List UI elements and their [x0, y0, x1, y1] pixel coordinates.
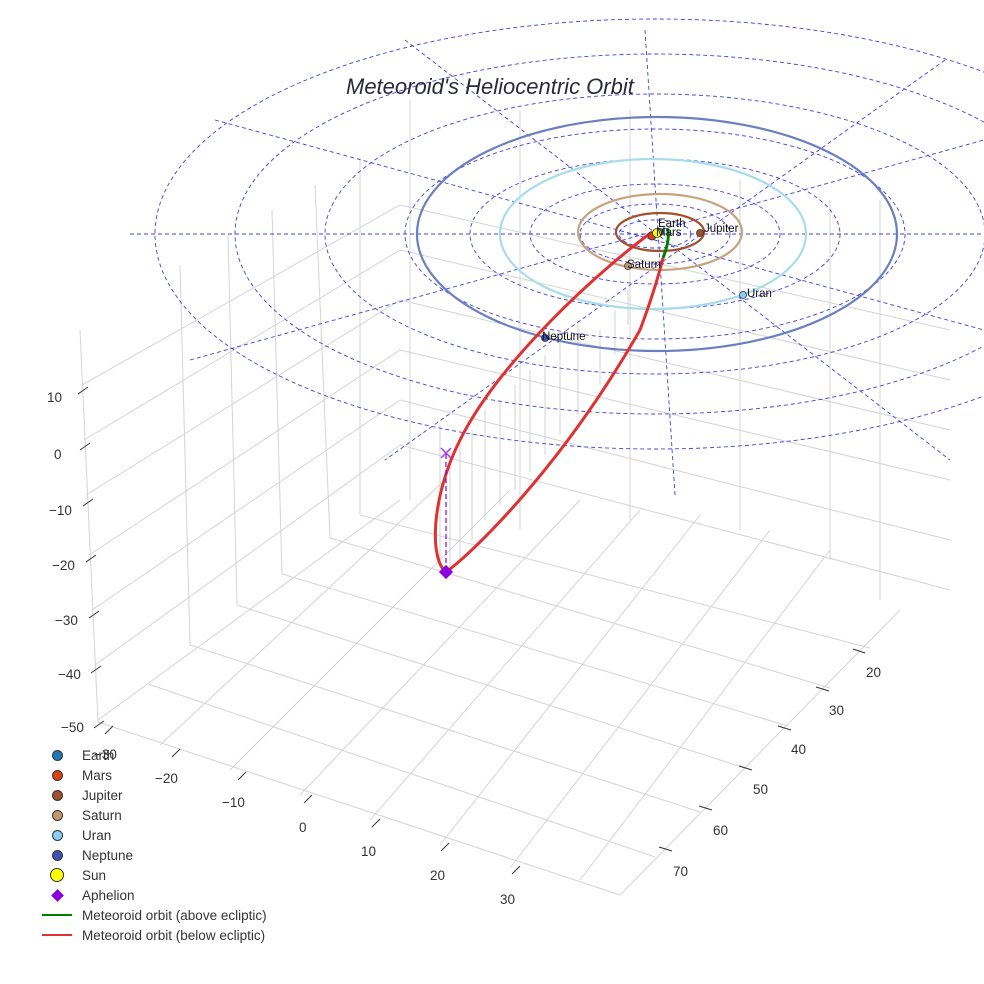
uran-label: Uran: [747, 288, 772, 300]
sun-legend-icon: [50, 868, 64, 882]
legend-label: Meteoroid orbit (above ecliptic): [82, 907, 267, 923]
legend-item-earth[interactable]: Earth: [40, 745, 267, 765]
aphelion-legend-icon: [50, 888, 64, 902]
x-tick: 10: [361, 844, 377, 859]
x-tick: 20: [430, 868, 446, 883]
legend-label: Mars: [82, 767, 112, 783]
y-tick: 20: [866, 665, 882, 680]
legend-label: Jupiter: [82, 787, 123, 803]
neptune-marker-icon: [541, 334, 549, 342]
earth-label: Earth: [658, 218, 686, 230]
legend-label: Saturn: [82, 807, 122, 823]
x-tick: 0: [299, 820, 307, 835]
x-tick: 30: [500, 892, 516, 907]
legend-item-orbit-below[interactable]: Meteoroid orbit (below ecliptic): [40, 925, 267, 945]
aphelion-projection-x-icon: [440, 447, 452, 459]
neptune-legend-icon: [51, 849, 63, 861]
aphelion-marker-icon: [438, 564, 454, 580]
legend-label: Meteoroid orbit (below ecliptic): [82, 927, 266, 943]
x-tick: −20: [155, 771, 178, 786]
z-tick: 0: [54, 447, 62, 462]
z-tick: 10: [47, 390, 63, 405]
jupiter-orbit: [614, 211, 706, 253]
planet-markers: [541, 228, 747, 342]
legend-label: Sun: [82, 867, 107, 883]
red-line-legend-icon: [42, 934, 72, 936]
z-tick: −10: [49, 503, 72, 518]
chart-title: Meteoroid's Heliocentric Orbit: [346, 74, 634, 99]
y-tick: 70: [673, 864, 689, 879]
y-tick: 60: [713, 823, 729, 838]
meteoroid-orbit-above: [661, 227, 670, 259]
planet-orbits: [415, 115, 899, 353]
neptune-label: Neptune: [542, 331, 586, 343]
jupiter-marker-icon: [696, 229, 704, 237]
green-line-legend-icon: [42, 914, 72, 916]
legend-item-sun[interactable]: Sun: [40, 865, 267, 885]
earth-legend-icon: [51, 749, 63, 761]
x-tick: −10: [222, 795, 245, 810]
z-axis-ticks: [77, 386, 105, 729]
y-axis-ticks: [658, 648, 866, 852]
y-tick: 30: [829, 703, 845, 718]
x-tick: −30: [94, 747, 117, 762]
legend-label: Earth: [82, 747, 115, 763]
legend-item-uran[interactable]: Uran: [40, 825, 267, 845]
sun-marker-icon: [652, 228, 662, 238]
uran-orbit: [498, 157, 808, 311]
z-tick: −20: [52, 558, 75, 573]
z-tick: −30: [55, 613, 78, 628]
legend-item-aphelion[interactable]: Aphelion: [40, 885, 267, 905]
axis-grid: [79, 100, 951, 896]
saturn-label: Saturn: [627, 259, 661, 271]
legend-item-jupiter[interactable]: Jupiter: [40, 785, 267, 805]
jupiter-legend-icon: [51, 789, 63, 801]
neptune-orbit: [415, 115, 899, 353]
legend-item-orbit-above[interactable]: Meteoroid orbit (above ecliptic): [40, 905, 267, 925]
y-tick: 50: [753, 782, 769, 797]
y-tick: 40: [791, 742, 807, 757]
jupiter-label: Jupiter: [704, 223, 739, 235]
legend-item-mars[interactable]: Mars: [40, 765, 267, 785]
legend-label: Uran: [82, 827, 112, 843]
x-axis-ticks: [104, 725, 521, 875]
z-tick: −40: [58, 667, 81, 682]
mars-label: Mars: [656, 227, 682, 239]
uran-legend-icon: [51, 829, 63, 841]
legend-item-saturn[interactable]: Saturn: [40, 805, 267, 825]
legend: Earth Mars Jupiter Saturn Uran Neptune S…: [40, 745, 267, 945]
saturn-legend-icon: [51, 809, 63, 821]
z-tick: −50: [61, 720, 84, 735]
mars-legend-icon: [51, 769, 63, 781]
legend-label: Aphelion: [82, 887, 135, 903]
uran-marker-icon: [739, 291, 747, 299]
legend-label: Neptune: [82, 847, 134, 863]
saturn-marker-icon: [624, 262, 632, 270]
legend-item-neptune[interactable]: Neptune: [40, 845, 267, 865]
